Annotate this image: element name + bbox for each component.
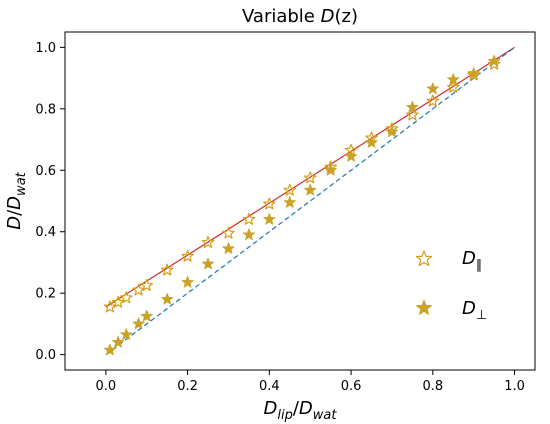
- data-point-perpendicular-21: [488, 54, 501, 67]
- y-tick-label: 0.2: [35, 287, 56, 302]
- data-point-perpendicular-14: [344, 150, 358, 162]
- tick-layer: 0.0 0.2 0.4 0.6 0.8 1.0 0.0 0.2 0.4 0.6 0.8 1.0: [35, 41, 525, 394]
- legend-marker-perpendicular: [415, 299, 433, 315]
- data-point-perpendicular-7: [201, 257, 215, 270]
- data-point-parallel-7: [201, 235, 215, 248]
- y-tick-label: 0.8: [35, 102, 56, 117]
- y-axis-label: D/Dwat: [4, 171, 29, 229]
- data-point-perpendicular-8: [222, 242, 235, 254]
- data-point-perpendicular-1: [112, 335, 125, 348]
- data-point-parallel-18: [426, 94, 440, 107]
- legend-star-filled: [415, 299, 433, 315]
- x-tick-label: 1.0: [504, 379, 525, 394]
- y-tick-label: 0.0: [35, 348, 56, 363]
- data-point-parallel-12: [303, 171, 317, 184]
- data-point-perpendicular-19: [447, 73, 460, 85]
- data-point-perpendicular-3: [132, 317, 145, 330]
- x-axis-label: Dlip/Dwat: [263, 398, 337, 423]
- legend-star-open: [415, 250, 433, 267]
- legend-marker-parallel: [415, 250, 433, 267]
- y-tick-label: 0.4: [35, 225, 56, 240]
- data-point-perpendicular-13: [324, 163, 337, 176]
- data-point-perpendicular-5: [161, 292, 174, 305]
- data-point-perpendicular-4: [140, 309, 153, 322]
- data-point-perpendicular-0: [103, 343, 117, 356]
- x-tick-label: 0.4: [259, 379, 280, 394]
- data-point-perpendicular-2: [120, 328, 133, 340]
- data-point-perpendicular-11: [283, 196, 296, 208]
- data-point-parallel-4: [140, 278, 154, 291]
- data-point-perpendicular-17: [406, 100, 419, 113]
- plot-data-layer: [103, 46, 515, 356]
- data-point-parallel-19: [446, 80, 460, 93]
- x-tick-label: 0.2: [177, 379, 198, 394]
- data-point-parallel-0: [103, 300, 117, 313]
- data-point-perpendicular-16: [385, 125, 399, 138]
- data-point-parallel-21: [487, 57, 501, 70]
- data-point-perpendicular-18: [426, 82, 439, 95]
- x-tick-label: 0.8: [422, 379, 443, 394]
- data-point-parallel-3: [132, 283, 145, 296]
- data-point-parallel-6: [181, 249, 194, 262]
- data-point-parallel-11: [283, 183, 297, 196]
- data-point-parallel-9: [242, 212, 256, 225]
- data-point-parallel-5: [160, 263, 174, 276]
- legend-label-parallel: D∥: [462, 248, 482, 273]
- data-point-parallel-8: [222, 226, 235, 239]
- plot-frame: [64, 31, 536, 371]
- data-point-perpendicular-15: [365, 136, 378, 148]
- y-tick-label: 1.0: [35, 41, 56, 56]
- data-point-perpendicular-12: [304, 183, 317, 196]
- data-point-parallel-2: [120, 291, 133, 304]
- fit-line-1: [105, 46, 515, 356]
- data-point-perpendicular-10: [263, 213, 276, 225]
- fit-line-0: [105, 46, 515, 308]
- legend: D∥ D⊥: [415, 248, 487, 323]
- data-point-parallel-1: [111, 295, 125, 308]
- data-point-perpendicular-9: [242, 228, 256, 241]
- x-tick-label: 0.6: [341, 379, 362, 394]
- data-point-parallel-17: [406, 108, 419, 121]
- y-tick-label: 0.6: [35, 164, 56, 179]
- data-point-parallel-10: [263, 197, 276, 210]
- data-point-perpendicular-20: [467, 67, 480, 79]
- data-point-perpendicular-6: [181, 276, 194, 288]
- x-tick-label: 0.0: [96, 379, 117, 394]
- chart-title: Variable D(z): [242, 6, 358, 27]
- legend-label-perpendicular: D⊥: [462, 298, 487, 323]
